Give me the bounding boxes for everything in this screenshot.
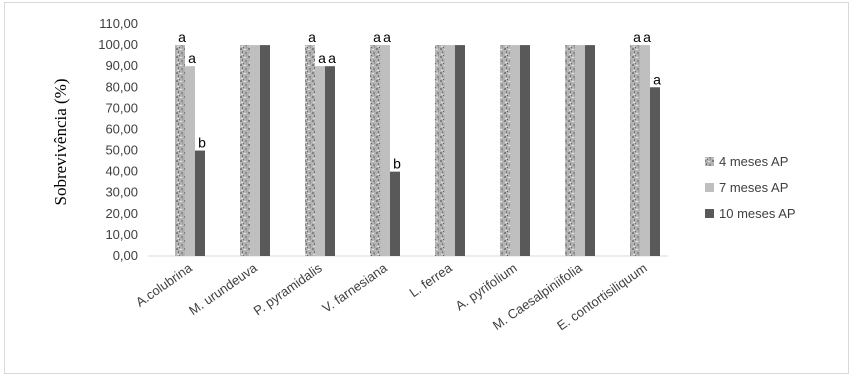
legend: 4 meses AP 7 meses AP 10 meses AP [705, 154, 796, 221]
bar [435, 45, 445, 256]
bar [185, 66, 195, 256]
data-label: a [178, 29, 186, 45]
bar [305, 45, 315, 256]
bar [640, 45, 650, 256]
bar [630, 45, 640, 256]
legend-swatch [705, 209, 714, 218]
legend-label: 7 meses AP [719, 180, 788, 195]
bar [585, 45, 595, 256]
bar [500, 45, 510, 256]
bar [240, 45, 250, 256]
y-axis-label: Sobrevivência (%) [51, 79, 70, 206]
category-label: L. ferrea [406, 260, 455, 300]
category-label: P. pyramidalis [251, 260, 326, 318]
data-label: a [633, 29, 641, 45]
y-tick-label: 40,00 [105, 164, 138, 179]
data-label: a [328, 50, 336, 66]
y-tick-label: 70,00 [105, 100, 138, 115]
bar [510, 45, 520, 256]
legend-swatch [705, 157, 714, 166]
bar [315, 66, 325, 256]
legend-swatch [705, 183, 714, 192]
y-tick-label: 110,00 [99, 16, 138, 31]
data-label: a [643, 29, 651, 45]
bar [195, 150, 205, 256]
category-label: A.colubrina [133, 260, 196, 310]
bar [565, 45, 575, 256]
data-label: a [308, 29, 316, 45]
bar [445, 45, 455, 256]
bar [260, 45, 270, 256]
category-label: M. urundeuva [186, 260, 260, 318]
bar [380, 45, 390, 256]
data-label: a [653, 71, 661, 87]
y-tick-label: 90,00 [105, 58, 138, 73]
data-label: b [393, 156, 401, 172]
bar [175, 45, 185, 256]
y-tick-label: 20,00 [105, 206, 138, 221]
y-tick-label: 50,00 [105, 143, 138, 158]
bar [325, 66, 335, 256]
y-tick-label: 10,00 [105, 227, 138, 242]
bar [370, 45, 380, 256]
y-tick-label: 100,00 [98, 37, 138, 52]
bar [455, 45, 465, 256]
category-label: V. farnesiana [319, 260, 390, 316]
bar [575, 45, 585, 256]
legend-label: 10 meses AP [719, 206, 796, 221]
y-tick-label: 0,00 [113, 248, 138, 263]
bar [250, 45, 260, 256]
data-label: a [188, 50, 196, 66]
data-label: a [373, 29, 381, 45]
bar [650, 87, 660, 256]
y-tick-label: 30,00 [105, 185, 138, 200]
category-label: A. pyrifolium [453, 260, 520, 313]
data-label: b [198, 135, 206, 151]
legend-label: 4 meses AP [719, 154, 788, 169]
y-tick-label: 60,00 [105, 121, 138, 136]
bar [390, 171, 400, 256]
bars [175, 45, 660, 256]
bar [520, 45, 530, 256]
y-tick-label: 80,00 [105, 79, 138, 94]
data-label: a [318, 50, 326, 66]
data-label: a [383, 29, 391, 45]
